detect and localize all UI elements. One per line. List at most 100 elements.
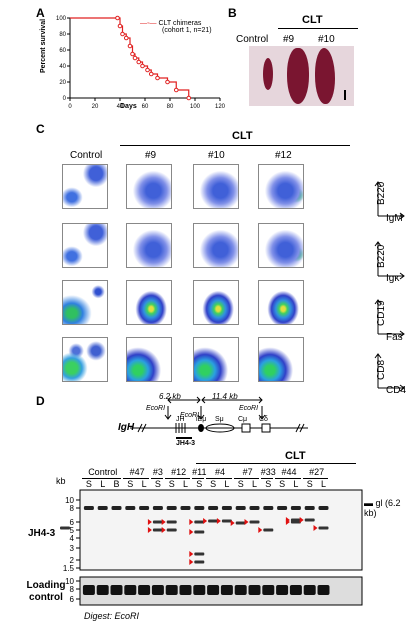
ecori-1: EcoRI [146,405,166,412]
rearranged-band [152,528,163,532]
kb-label: kb [56,476,66,486]
gene-jh: JH [176,416,185,423]
row2-xlabel: Igκ [386,273,400,284]
survival-ylabel: Percent survival [40,18,47,74]
flow-plot [193,223,239,268]
flow-plot [62,337,108,382]
dist-left: 6.2 kb [159,392,181,401]
flow-plot [193,337,239,382]
panel-b-col-control: Control [236,34,269,45]
sample-group-line [302,478,329,479]
sample-group-name: #7 [242,467,253,477]
loading-band [303,585,316,595]
survival-point [123,35,129,41]
survival-point [132,55,138,61]
germline-band [208,506,219,510]
lane-label: S [196,479,203,489]
panel-c-col-10: #10 [208,150,225,161]
loading-band [248,585,261,595]
panel-c-col-control: Control [70,150,103,161]
lane-label: L [320,479,326,489]
igh-label: IgH [118,422,135,433]
ladder-mark: 1.5 [63,564,75,573]
sample-group-name: #44 [281,467,297,477]
survival-ytick-label: 0 [63,96,67,102]
ladder-mark: 3 [70,544,75,553]
survival-point [148,71,154,77]
lane-label: L [224,479,230,489]
flow-plot [258,223,304,268]
sample-group-line [82,478,122,479]
survival-point [186,95,192,101]
panel-b-col-10: #10 [318,34,335,45]
survival-xtick-label: 0 [68,104,72,110]
survival-xtick-label: 80 [167,104,174,110]
loading-band [276,585,289,595]
germline-band [111,506,122,510]
flow-plot [258,337,304,382]
lane-label: L [141,479,147,489]
loading-band [165,585,178,595]
rearrangement-arrow [216,518,221,524]
rearranged-band [166,528,177,532]
ladder-mark: 10 [65,496,74,505]
lane-label: L [251,479,257,489]
germline-band [263,506,274,510]
sample-group-line [192,478,205,479]
lane-label: L [182,479,188,489]
rearranged-band [152,520,163,524]
rearranged-band [221,519,232,523]
sample-group-name: #27 [309,467,325,477]
germline-band [166,506,177,510]
rearranged-band [208,519,219,523]
survival-xlabel: Days [120,103,137,110]
row-axis-arrows [374,181,405,392]
row3-xlabel: Fas [386,332,403,343]
flow-plot [258,164,304,209]
digest-label: Digest: EcoRI [84,611,140,621]
loading-band [82,585,95,595]
rearrangement-arrow [189,559,194,565]
rearranged-band [60,526,70,530]
sample-group-name: Control [88,467,118,477]
spleen-photo [249,46,354,106]
panel-d-label: D [36,394,45,408]
survival-xtick-label: 20 [92,104,99,110]
survival-point [165,79,170,85]
germline-band [194,506,205,510]
survival-chart: 0 20 40 60 80 100 0 20 40 60 80 100 120 [56,15,226,110]
survival-ytick-label: 60 [59,48,66,54]
survival-point [127,43,133,49]
sample-group-line [151,478,163,479]
rearrangement-arrow [299,517,304,523]
probe-label: JH4-3 [176,440,196,447]
sample-group-name: #33 [260,467,276,477]
panel-c-group: CLT [232,130,253,142]
survival-point [173,87,179,93]
flow-plot [126,164,172,209]
panel-d-group-line [196,463,356,464]
loading-band [124,585,137,595]
scale-bar [344,90,346,100]
rearrangement-arrow [161,527,166,533]
ladder-mark: 8 [70,504,75,513]
lane-label: S [85,479,92,489]
loading-band [262,585,275,595]
ladder-mark: 2 [70,556,75,565]
germline-band [290,506,301,510]
loading-band [289,585,302,595]
survival-xtick-label: 120 [215,104,226,110]
rearrangement-arrow [147,527,152,533]
sample-group-line [261,478,274,479]
loading-band [110,585,123,595]
row1-xlabel: IgM [386,213,403,224]
rearrangement-arrow [189,551,194,557]
survival-point [120,31,125,37]
spleen-10 [315,48,335,104]
sample-group-line [233,478,260,479]
dist-right: 11.4 kb [212,392,238,401]
sample-group-name: #47 [129,467,145,477]
rearranged-band [304,518,315,522]
panel-b-group: CLT [302,14,323,26]
